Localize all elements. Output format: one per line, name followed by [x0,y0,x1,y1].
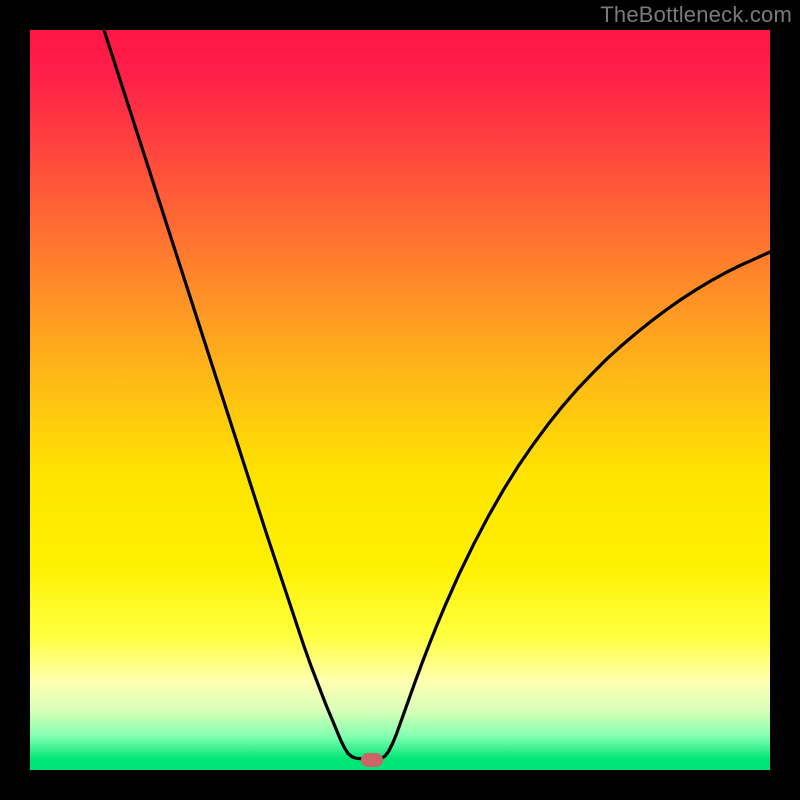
optimum-marker [361,753,383,767]
chart-frame: TheBottleneck.com [0,0,800,800]
watermark-text: TheBottleneck.com [600,2,792,28]
plot-area [30,30,770,770]
bottleneck-curve [30,30,770,770]
